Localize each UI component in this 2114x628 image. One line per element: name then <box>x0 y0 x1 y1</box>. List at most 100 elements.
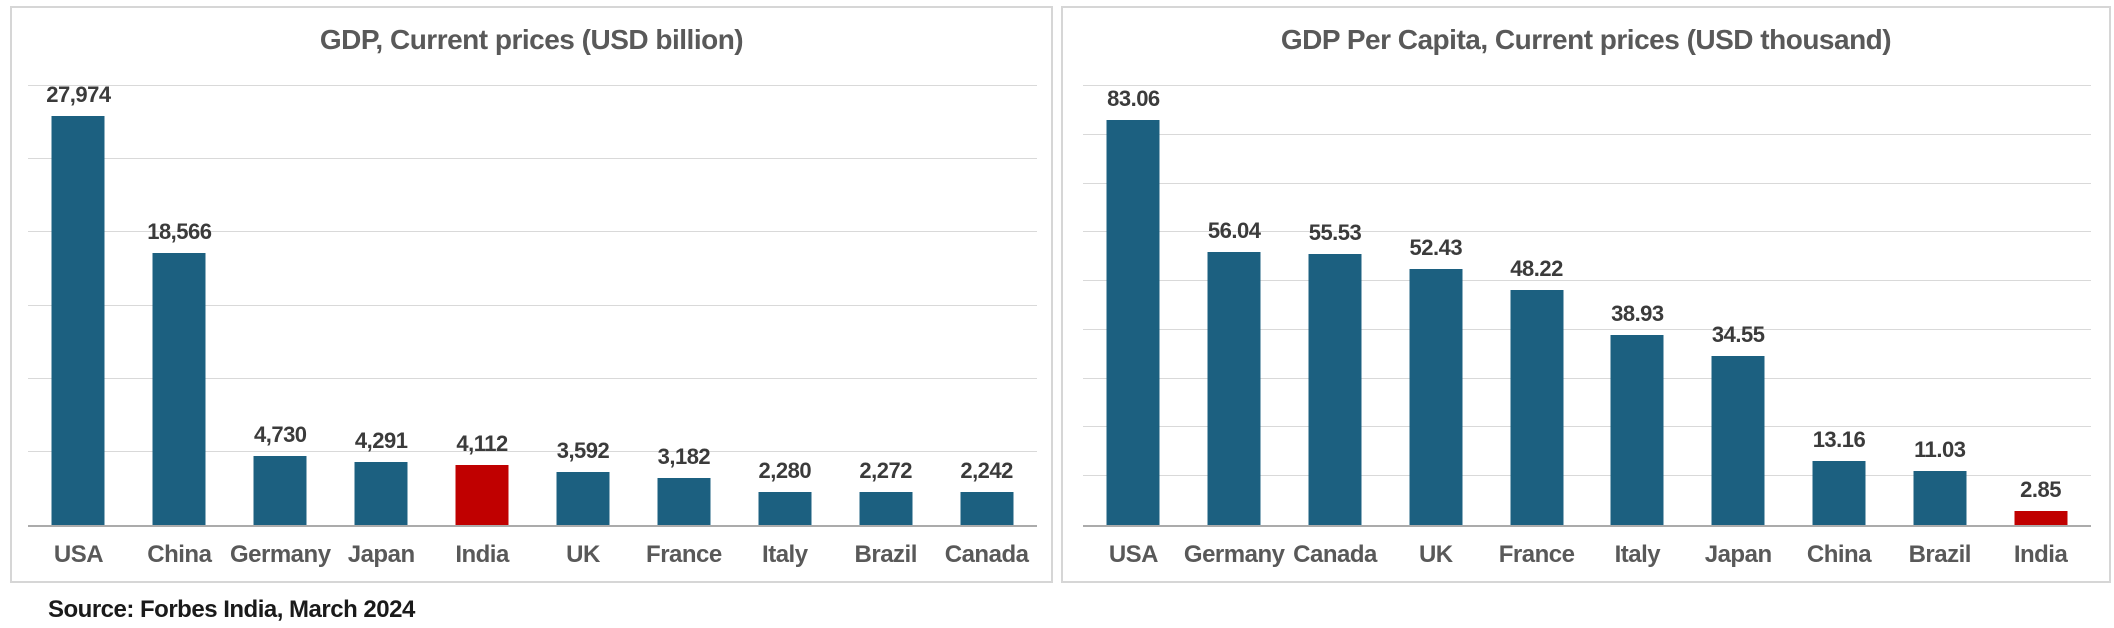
bar-slot-uk: 3,592 <box>533 86 634 525</box>
category-label-usa: USA <box>53 541 104 568</box>
category-label-italy: Italy <box>1614 541 1661 568</box>
bar-series: 27,974 18,566 4,730 4,291 4,112 3,592 3,182 2,2… <box>28 82 1037 525</box>
value-label-canada: 55.53 <box>1308 220 1362 246</box>
category-label-brazil: Brazil <box>854 541 918 568</box>
category-label-france: France <box>646 541 722 568</box>
gdp-per-capita-chart-title: GDP Per Capita, Current prices (USD thou… <box>1280 24 1892 55</box>
gdp-per-capita-chart-category-axis: USA Germany Canada UK France Italy Japan China B… <box>1083 541 2091 569</box>
category-label-japan: Japan <box>347 541 415 568</box>
category-label-canada: Canada <box>944 541 1029 568</box>
category-label-germany: Germany <box>1183 541 1285 568</box>
gridline <box>1083 182 2091 184</box>
gridline <box>28 304 1037 306</box>
bar-series: 83.06 56.04 55.53 52.43 48.22 38.93 34.55 13.16… <box>1083 86 2091 525</box>
bar-slot-uk: 52.43 <box>1385 86 1486 525</box>
value-label-usa: 27,974 <box>46 81 111 107</box>
category-label-uk: UK <box>1418 541 1453 568</box>
category-label-italy: Italy <box>762 541 808 568</box>
bar-slot-italy: 2,280 <box>734 86 835 525</box>
bar-slot-japan: 34.55 <box>1688 86 1789 525</box>
bar-slot-canada: 55.53 <box>1285 86 1386 525</box>
bar-japan <box>1711 356 1765 525</box>
value-label-china: 13.16 <box>1812 426 1866 452</box>
gridline <box>1083 280 2091 282</box>
bar-france <box>657 478 711 525</box>
value-label-germany: 4,730 <box>253 421 307 447</box>
category-label-china: China <box>1806 541 1872 568</box>
value-label-brazil: 11.03 <box>1914 437 1966 463</box>
value-label-japan: 4,291 <box>354 428 408 454</box>
value-label-italy: 38.93 <box>1611 301 1664 327</box>
bar-slot-india: 2.85 <box>1990 86 2091 525</box>
gdp-chart-title: GDP, Current prices (USD billion) <box>319 24 744 55</box>
gdp-chart-plot-area: 27,974 18,566 4,730 4,291 4,112 3,592 3,182 2,2… <box>28 82 1037 527</box>
bar-brazil <box>859 491 913 525</box>
gridline <box>28 158 1037 160</box>
value-label-germany: 56.04 <box>1207 217 1261 243</box>
bar-usa <box>1106 119 1160 525</box>
bar-france <box>1510 289 1564 525</box>
bar-slot-germany: 4,730 <box>230 86 331 525</box>
category-label-china: China <box>147 541 212 568</box>
bar-canada <box>960 492 1014 525</box>
gridline <box>1083 426 2091 428</box>
gridline <box>28 450 1037 452</box>
gdp-chart-panel: GDP, Current prices (USD billion) 27,974… <box>10 6 1053 583</box>
category-label-brazil: Brazil <box>1908 541 1972 568</box>
value-label-canada: 2,242 <box>960 458 1013 484</box>
bar-germany <box>1207 251 1261 525</box>
bar-italy <box>758 491 812 525</box>
bar-usa <box>51 115 105 525</box>
bar-slot-brazil: 11.03 <box>1889 86 1990 525</box>
gridline <box>28 377 1037 379</box>
gridline <box>1083 328 2091 330</box>
bar-brazil <box>1913 471 1967 525</box>
value-label-italy: 2,280 <box>758 457 812 483</box>
bar-india <box>2014 511 2068 525</box>
gridline <box>28 231 1037 233</box>
category-label-france: France <box>1498 541 1575 568</box>
value-label-brazil: 2,272 <box>859 457 912 483</box>
bar-uk <box>1409 269 1463 525</box>
value-label-usa: 83.06 <box>1107 85 1160 111</box>
bar-germany <box>253 455 307 525</box>
gdp-chart-category-axis: USA China Germany Japan India UK France Italy Br… <box>28 541 1037 569</box>
gridline <box>1083 85 2091 86</box>
bar-india <box>455 464 509 525</box>
category-label-germany: Germany <box>229 541 331 568</box>
gdp-per-capita-chart-plot-area: 83.06 56.04 55.53 52.43 48.22 38.93 34.55 13.16… <box>1083 85 2091 527</box>
bar-china <box>152 253 206 525</box>
bar-slot-usa: 83.06 <box>1083 86 1184 525</box>
bar-slot-china: 13.16 <box>1789 86 1890 525</box>
gridline <box>1083 231 2091 233</box>
gridline <box>1083 475 2091 477</box>
category-label-india: India <box>455 541 509 568</box>
bar-italy <box>1610 335 1664 525</box>
bar-slot-italy: 38.93 <box>1587 86 1688 525</box>
gridline <box>28 85 1037 86</box>
category-label-canada: Canada <box>1293 541 1377 568</box>
bar-slot-japan: 4,291 <box>331 86 432 525</box>
bar-uk <box>556 472 610 525</box>
bar-slot-usa: 27,974 <box>28 82 129 525</box>
bar-slot-canada: 2,242 <box>936 86 1037 525</box>
bar-slot-brazil: 2,272 <box>835 86 936 525</box>
value-label-uk: 52.43 <box>1409 235 1463 261</box>
bar-slot-india: 4,112 <box>432 86 533 525</box>
category-label-japan: Japan <box>1704 541 1772 568</box>
value-label-india: 4,112 <box>456 430 508 456</box>
value-label-india: 2.85 <box>2020 477 2061 503</box>
category-label-uk: UK <box>566 541 600 568</box>
bar-canada <box>1308 254 1362 525</box>
category-label-usa: USA <box>1108 541 1159 568</box>
category-label-india: India <box>2013 541 2068 568</box>
bar-slot-france: 3,182 <box>633 86 734 525</box>
value-label-china: 18,566 <box>147 219 212 245</box>
value-label-japan: 34.55 <box>1711 322 1765 348</box>
bar-slot-china: 18,566 <box>129 86 230 525</box>
bar-slot-france: 48.22 <box>1486 86 1587 525</box>
bar-china <box>1812 460 1866 525</box>
value-label-france: 3,182 <box>657 444 711 470</box>
value-label-france: 48.22 <box>1510 255 1563 281</box>
